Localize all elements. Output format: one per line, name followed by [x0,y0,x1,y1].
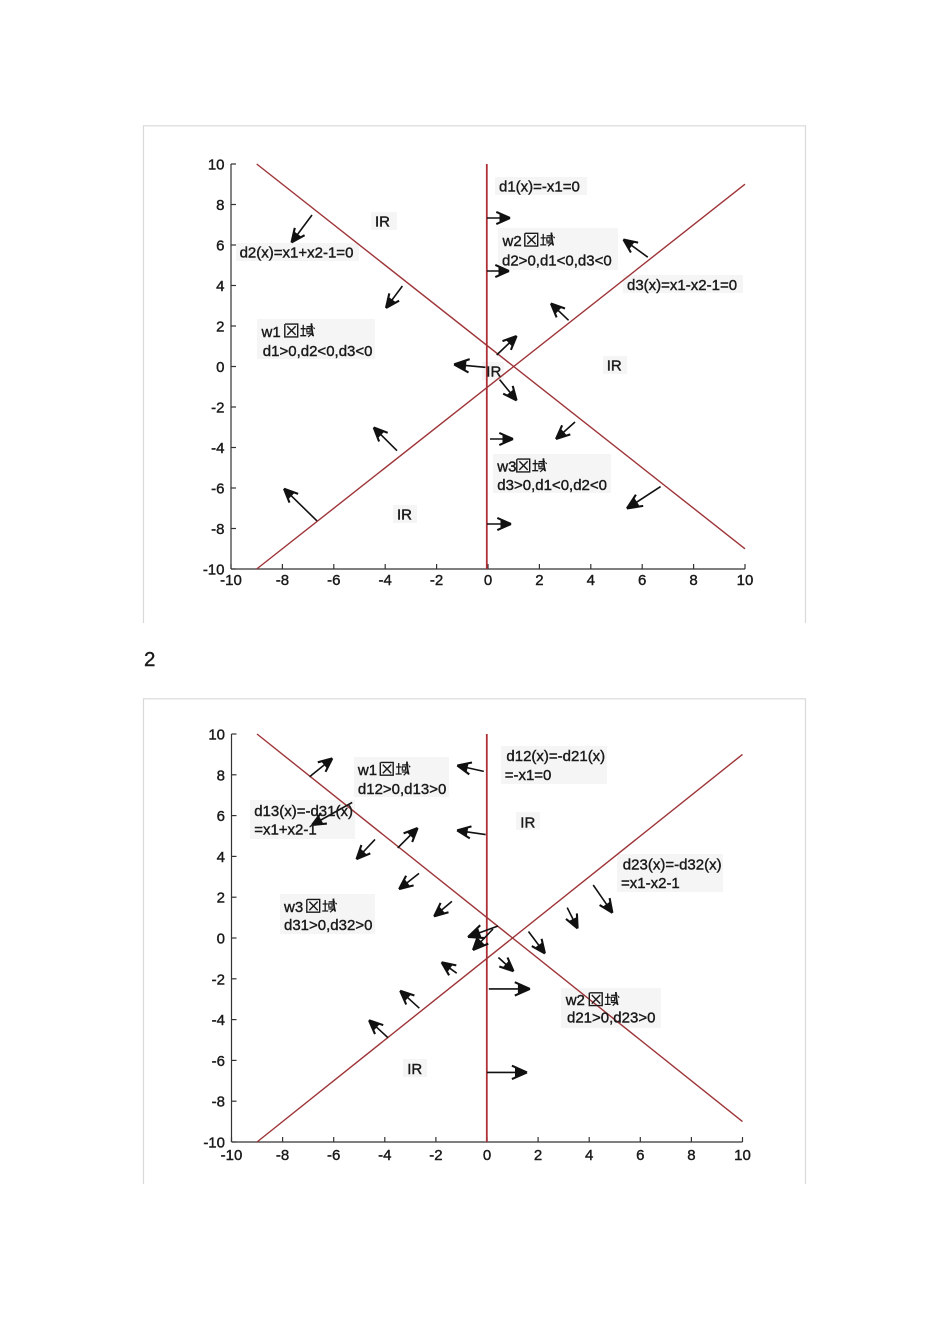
svg-text:-4: -4 [379,572,392,589]
svg-text:d21>0,d23>0: d21>0,d23>0 [567,1010,655,1027]
svg-text:6: 6 [638,572,646,589]
svg-text:-2: -2 [211,400,224,417]
svg-text:2: 2 [534,1147,542,1164]
svg-text:-6: -6 [327,572,340,589]
svg-text:2: 2 [217,890,225,907]
svg-text:w1: w1 [261,324,281,341]
svg-text:w1: w1 [357,762,377,779]
svg-text:-4: -4 [212,1012,225,1029]
svg-text:IR: IR [607,358,622,375]
svg-text:-10: -10 [220,572,242,589]
svg-text:d1>0,d2<0,d3<0: d1>0,d2<0,d3<0 [263,343,373,360]
svg-text:8: 8 [689,572,697,589]
svg-text:w2: w2 [565,992,585,1009]
svg-text:d2>0,d1<0,d3<0: d2>0,d1<0,d3<0 [502,253,612,270]
svg-text:-6: -6 [327,1147,340,1164]
svg-text:-6: -6 [211,481,224,498]
svg-text:-8: -8 [211,521,224,538]
svg-text:d12>0,d13>0: d12>0,d13>0 [358,781,446,798]
svg-text:d3(x)=x1-x2-1=0: d3(x)=x1-x2-1=0 [627,277,737,294]
svg-text:=x1+x2-1: =x1+x2-1 [254,822,317,839]
svg-text:0: 0 [483,1147,491,1164]
svg-text:-10: -10 [203,562,225,579]
svg-text:8: 8 [687,1147,695,1164]
svg-text:IR: IR [486,364,501,381]
svg-text:4: 4 [585,1147,593,1164]
svg-text:-4: -4 [211,440,224,457]
svg-text:2: 2 [216,319,224,336]
svg-text:10: 10 [737,572,754,589]
svg-text:=-x1=0: =-x1=0 [505,767,552,784]
svg-text:-2: -2 [429,1147,442,1164]
svg-text:d1(x)=-x1=0: d1(x)=-x1=0 [499,179,580,196]
svg-text:6: 6 [636,1147,644,1164]
svg-text:-8: -8 [212,1094,225,1111]
svg-text:-2: -2 [212,971,225,988]
svg-text:-4: -4 [378,1147,391,1164]
svg-text:=x1-x2-1: =x1-x2-1 [621,875,680,892]
svg-text:d3>0,d1<0,d2<0: d3>0,d1<0,d2<0 [497,477,607,494]
svg-text:4: 4 [217,849,225,866]
svg-text:0: 0 [217,931,225,948]
svg-text:-6: -6 [212,1053,225,1070]
svg-text:8: 8 [217,767,225,784]
svg-text:-2: -2 [430,572,443,589]
svg-text:4: 4 [216,278,224,295]
svg-text:10: 10 [734,1147,751,1164]
svg-text:10: 10 [208,157,225,174]
svg-text:4: 4 [587,572,595,589]
svg-text:2: 2 [535,572,543,589]
svg-text:d2(x)=x1+x2-1=0: d2(x)=x1+x2-1=0 [240,245,354,262]
svg-text:d31>0,d32>0: d31>0,d32>0 [284,917,372,934]
svg-text:-8: -8 [276,1147,289,1164]
svg-text:-10: -10 [203,1135,225,1152]
svg-text:-8: -8 [276,572,289,589]
svg-text:0: 0 [484,572,492,589]
svg-text:6: 6 [217,808,225,825]
svg-text:2: 2 [144,648,155,671]
svg-text:10: 10 [208,727,225,744]
svg-text:w3: w3 [283,899,303,916]
svg-text:8: 8 [216,197,224,214]
svg-text:w2: w2 [502,233,522,250]
svg-text:d12(x)=-d21(x): d12(x)=-d21(x) [506,748,605,765]
svg-text:IR: IR [407,1061,422,1078]
svg-text:IR: IR [397,507,412,524]
svg-text:IR: IR [375,214,390,231]
svg-text:IR: IR [520,815,535,832]
svg-text:d13(x)=-d31(x): d13(x)=-d31(x) [254,803,353,820]
svg-text:d23(x)=-d32(x): d23(x)=-d32(x) [623,857,722,874]
svg-text:6: 6 [216,238,224,255]
svg-text:-10: -10 [221,1147,243,1164]
svg-text:w3: w3 [496,459,516,476]
svg-text:0: 0 [216,359,224,376]
